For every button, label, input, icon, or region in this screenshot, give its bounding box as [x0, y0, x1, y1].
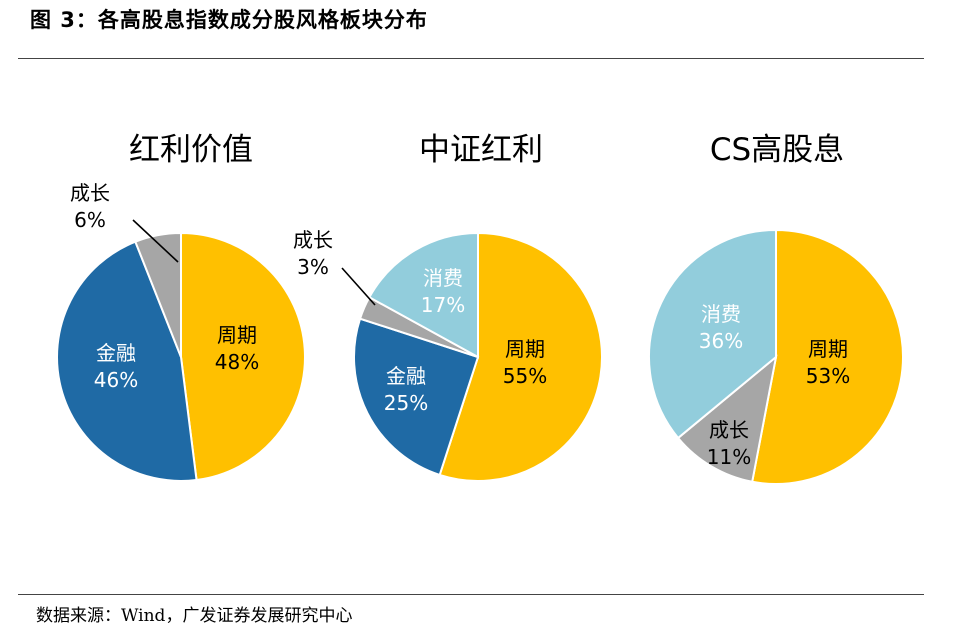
slice-category-label: 成长 — [293, 228, 333, 252]
leader-line — [341, 267, 376, 306]
slice-category-label: 金融 — [96, 341, 136, 365]
slice-category-label: 成长 — [709, 418, 749, 442]
pie-title: 中证红利 — [419, 132, 543, 168]
pie-slice — [676, 354, 778, 483]
bottom-divider — [18, 594, 924, 595]
slice-category-label: 成长 — [70, 181, 110, 205]
slice-value-label: 3% — [297, 255, 329, 279]
pie-title: CS高股息 — [710, 132, 844, 168]
pie-slice — [56, 240, 198, 482]
slice-category-label: 消费 — [701, 302, 741, 326]
slice-value-label: 17% — [421, 293, 465, 317]
slice-value-label: 25% — [384, 391, 428, 415]
leader-line — [132, 219, 179, 263]
slice-value-label: 46% — [94, 368, 138, 392]
pie-slice — [751, 228, 904, 485]
pie-title: 红利价值 — [129, 132, 253, 168]
slice-value-label: 11% — [707, 445, 751, 469]
slice-value-label: 36% — [699, 329, 743, 353]
figure-title: 图 3：各高股息指数成分股风格板块分布 — [30, 8, 428, 32]
slice-value-label: 6% — [74, 208, 106, 232]
pie-slice — [648, 228, 777, 440]
slice-value-label: 53% — [806, 364, 850, 388]
slice-category-label: 消费 — [423, 266, 463, 290]
top-divider — [18, 58, 924, 59]
pie-slice — [438, 231, 603, 482]
slice-value-label: 55% — [503, 364, 547, 388]
pie-slice — [180, 231, 306, 482]
slice-category-label: 周期 — [808, 337, 848, 361]
slice-category-label: 周期 — [505, 337, 545, 361]
slice-category-label: 金融 — [386, 364, 426, 388]
slice-category-label: 周期 — [217, 323, 257, 347]
source-note: 数据来源：Wind，广发证券发展研究中心 — [36, 606, 353, 626]
pie-slice — [134, 231, 182, 358]
pie-slice — [367, 231, 479, 359]
pie-slice — [353, 317, 480, 477]
slice-value-label: 48% — [215, 350, 259, 374]
